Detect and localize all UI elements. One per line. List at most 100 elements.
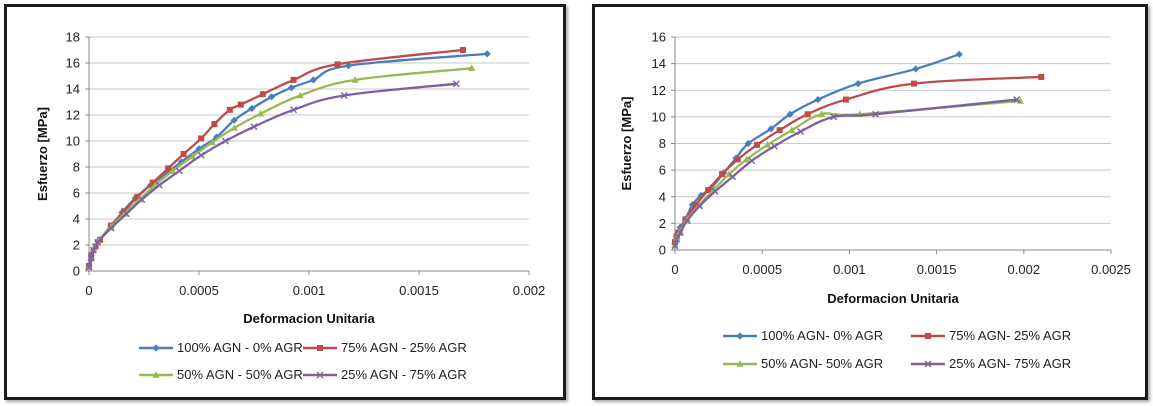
data-point (683, 217, 691, 225)
y-tick-label: 8 (659, 136, 666, 151)
data-point (309, 76, 317, 84)
data-point (734, 156, 741, 163)
x-tick-label: 0 (85, 283, 92, 298)
data-point (1013, 96, 1021, 104)
data-point (452, 80, 460, 88)
y-tick-label: 4 (73, 212, 80, 227)
data-point (814, 95, 822, 104)
series-4 (85, 80, 460, 271)
data-point (817, 110, 826, 118)
data-point (788, 126, 796, 133)
data-point (287, 84, 295, 92)
chart-panel-right: 0 2 4 6 8 10 12 14 16 0 0.0005 0.001 0.0015 0.002 0.00… (592, 4, 1148, 400)
legend-label: 25% AGN- 75% AGR (949, 356, 1071, 371)
chart-panel-left: 0 2 4 6 8 10 12 14 16 18 0 0.0005 0.001 0.0015 0.002 De… (4, 4, 566, 400)
data-point (748, 157, 756, 165)
data-point (197, 151, 205, 159)
data-point (250, 123, 258, 131)
data-point (804, 111, 811, 118)
x-tick-label: 0 (671, 262, 678, 277)
series-1 (671, 50, 963, 247)
legend-entry: 75% AGN- 25% AGR (911, 328, 1071, 343)
y-tick-label: 2 (659, 216, 666, 231)
legend-entry: 25% AGN - 75% AGR (303, 367, 467, 382)
data-point (842, 96, 849, 103)
data-point (719, 171, 726, 178)
data-point (107, 224, 115, 232)
data-point (912, 65, 920, 73)
data-point (460, 47, 466, 53)
data-point (854, 79, 862, 88)
data-point (94, 238, 102, 246)
data-point (259, 91, 266, 98)
x-tick-label: 0.002 (513, 283, 546, 298)
data-point (345, 62, 353, 70)
data-point (169, 167, 177, 174)
y-tick-label: 2 (73, 238, 80, 253)
data-point (334, 61, 341, 68)
data-point (268, 93, 276, 101)
x-tick-label: 0.0015 (917, 262, 957, 277)
data-point (729, 173, 737, 181)
data-point (188, 152, 196, 160)
gridlines (89, 36, 529, 246)
legend-entry: 25% AGN- 75% AGR (911, 356, 1071, 371)
series-4 (671, 96, 1021, 250)
data-point (705, 187, 712, 194)
legend-label: 100% AGN- 0% AGR (761, 328, 883, 343)
data-point (797, 128, 805, 136)
legend-label: 75% AGN - 25% AGR (341, 340, 467, 355)
legend-entry: 75% AGN - 25% AGR (303, 340, 467, 355)
data-point (695, 202, 703, 210)
data-point (830, 113, 838, 121)
y-tick-label: 12 (652, 83, 666, 98)
data-point (175, 167, 183, 175)
legend-marker (924, 360, 932, 368)
data-point (237, 101, 244, 108)
data-point (673, 235, 681, 243)
data-point (87, 254, 95, 262)
legend-marker (152, 371, 160, 378)
data-point (165, 165, 172, 172)
series-2 (672, 73, 1045, 246)
data-point (230, 116, 238, 124)
data-point (226, 106, 233, 113)
legend-label: 25% AGN - 75% AGR (341, 367, 467, 382)
legend-label: 100% AGN - 0% AGR (177, 340, 303, 355)
x-tick-label: 0.0015 (399, 283, 439, 298)
y-tick-label: 4 (659, 189, 666, 204)
y-tick-label: 6 (73, 186, 80, 201)
data-point (695, 200, 704, 208)
y-tick-label: 10 (66, 134, 80, 149)
x-axis-title: Deformacion Unitaria (243, 311, 375, 326)
data-point (763, 141, 772, 148)
x-tick-label: 0.001 (293, 283, 326, 298)
data-point (872, 110, 880, 118)
data-point (211, 121, 218, 128)
data-point (676, 229, 684, 237)
x-axis-title: Deformacion Unitaria (827, 291, 959, 306)
data-point (955, 50, 963, 58)
y-tick-label: 14 (66, 82, 80, 97)
data-point (468, 64, 476, 71)
data-point (290, 76, 297, 83)
gridlines (675, 36, 1111, 224)
x-tick-label: 0.0025 (1091, 262, 1131, 277)
data-point (134, 193, 141, 200)
data-point (340, 92, 348, 99)
series-line (87, 67, 473, 269)
data-point (85, 263, 93, 271)
data-point (89, 246, 97, 254)
legend-marker (152, 344, 160, 352)
x-tick-label: 0.002 (1008, 262, 1041, 277)
y-tick-label: 6 (659, 163, 666, 178)
data-point (198, 135, 205, 142)
data-point (230, 124, 238, 131)
series-line (87, 82, 458, 269)
legend-marker (736, 360, 744, 367)
y-tick-label: 14 (652, 56, 666, 71)
data-point (257, 109, 265, 117)
legend-marker (317, 345, 323, 351)
legend-marker (736, 332, 744, 340)
legend-label: 50% AGN - 50% AGR (177, 367, 303, 382)
